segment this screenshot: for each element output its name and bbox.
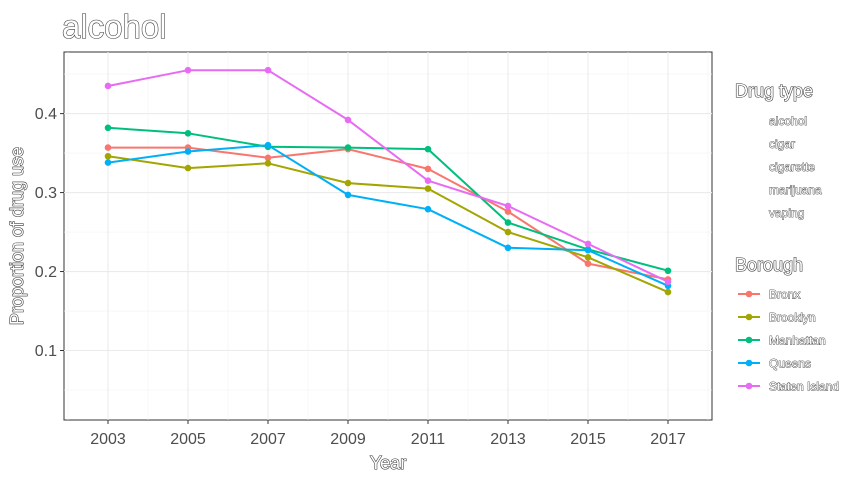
data-point-manhattan [104, 124, 112, 132]
data-point-staten-island [664, 278, 672, 286]
data-point-queens [264, 141, 272, 149]
data-point-manhattan [184, 130, 192, 137]
x-tick-label: 2003 [90, 431, 126, 448]
legend-label-drug-type: marijuana [769, 183, 822, 197]
legend-label-borough: Brooklyn [769, 311, 816, 325]
x-axis: 2003 2005 2007 2009 2011 2013 2015 2017 [90, 420, 686, 448]
data-point-staten-island [264, 66, 272, 74]
data-point-brooklyn [664, 288, 672, 296]
data-point-brooklyn [184, 164, 192, 172]
y-tick-label: 0.3 [35, 185, 57, 202]
data-point-bronx [264, 154, 272, 162]
series-line-staten-island [107, 69, 669, 283]
legend-label-borough: Staten Island [769, 380, 839, 394]
x-axis-label: Year [370, 453, 406, 473]
data-point-brooklyn [104, 152, 112, 160]
series-layer [104, 66, 672, 296]
data-point-brooklyn [504, 228, 512, 236]
y-tick-label: 0.1 [35, 343, 57, 360]
x-tick-label: 2011 [411, 431, 446, 448]
data-point-manhattan [344, 144, 352, 151]
legend-borough: Borough Bronx Brooklyn Manhattan Queens State… [734, 254, 839, 394]
data-point-brooklyn [584, 254, 592, 261]
data-point-queens [584, 246, 592, 254]
x-tick-label: 2005 [170, 431, 206, 448]
x-tick-label: 2013 [490, 431, 526, 448]
data-point-bronx [584, 260, 592, 267]
data-point-manhattan [424, 145, 432, 153]
data-point-staten-island [344, 116, 352, 124]
legend-key-point [745, 313, 753, 321]
data-point-staten-island [424, 177, 432, 185]
y-axis-label: Proportion of drug use [7, 147, 27, 325]
grid-major [64, 52, 712, 420]
y-tick-label: 0.4 [35, 106, 57, 123]
data-point-manhattan [664, 267, 672, 275]
x-tick-label: 2015 [570, 431, 606, 448]
data-point-queens [104, 159, 112, 166]
legend-label-drug-type: alcohol [769, 114, 807, 128]
data-point-bronx [504, 208, 512, 215]
x-tick-label: 2007 [250, 431, 286, 448]
legend-label-borough: Bronx [769, 288, 800, 302]
legend-label-drug-type: vaping [769, 206, 804, 220]
data-point-brooklyn [424, 185, 432, 192]
legend-title-drug-type: Drug type [735, 81, 813, 101]
data-point-queens [184, 148, 192, 155]
legend-key-point [745, 336, 753, 344]
series-line-bronx [108, 146, 669, 281]
chart-title: alcohol [62, 8, 167, 45]
data-point-staten-island [584, 240, 592, 248]
x-tick-label: 2017 [650, 431, 686, 448]
legend-key-point [745, 290, 753, 298]
y-axis: 0.1 0.2 0.3 0.4 [35, 106, 64, 360]
data-point-bronx [424, 165, 432, 173]
data-point-staten-island [104, 82, 112, 90]
data-point-brooklyn [264, 160, 272, 167]
legend-key-point [745, 359, 753, 367]
series-line-manhattan [107, 126, 669, 272]
legend-label-borough: Manhattan [769, 334, 826, 348]
y-tick-label: 0.2 [35, 264, 57, 281]
legend-title-borough: Borough [735, 255, 803, 275]
legend-label-borough: Queens [769, 357, 811, 371]
series-line-queens [107, 144, 669, 287]
data-point-bronx [104, 144, 112, 151]
legend-label-drug-type: cigarette [769, 160, 815, 174]
data-point-staten-island [184, 66, 192, 74]
data-point-queens [504, 244, 512, 252]
x-tick-label: 2009 [330, 431, 366, 448]
legend-label-drug-type: cigar [769, 137, 795, 151]
data-point-queens [424, 205, 432, 213]
data-point-brooklyn [344, 179, 352, 187]
data-point-queens [344, 191, 352, 199]
data-point-manhattan [504, 219, 512, 226]
series-line-brooklyn [107, 155, 669, 294]
data-point-staten-island [504, 202, 512, 210]
legend-drug-type: Drug type alcohol cigar cigarette marijuana v… [734, 80, 822, 220]
legend-key-point [745, 382, 753, 390]
